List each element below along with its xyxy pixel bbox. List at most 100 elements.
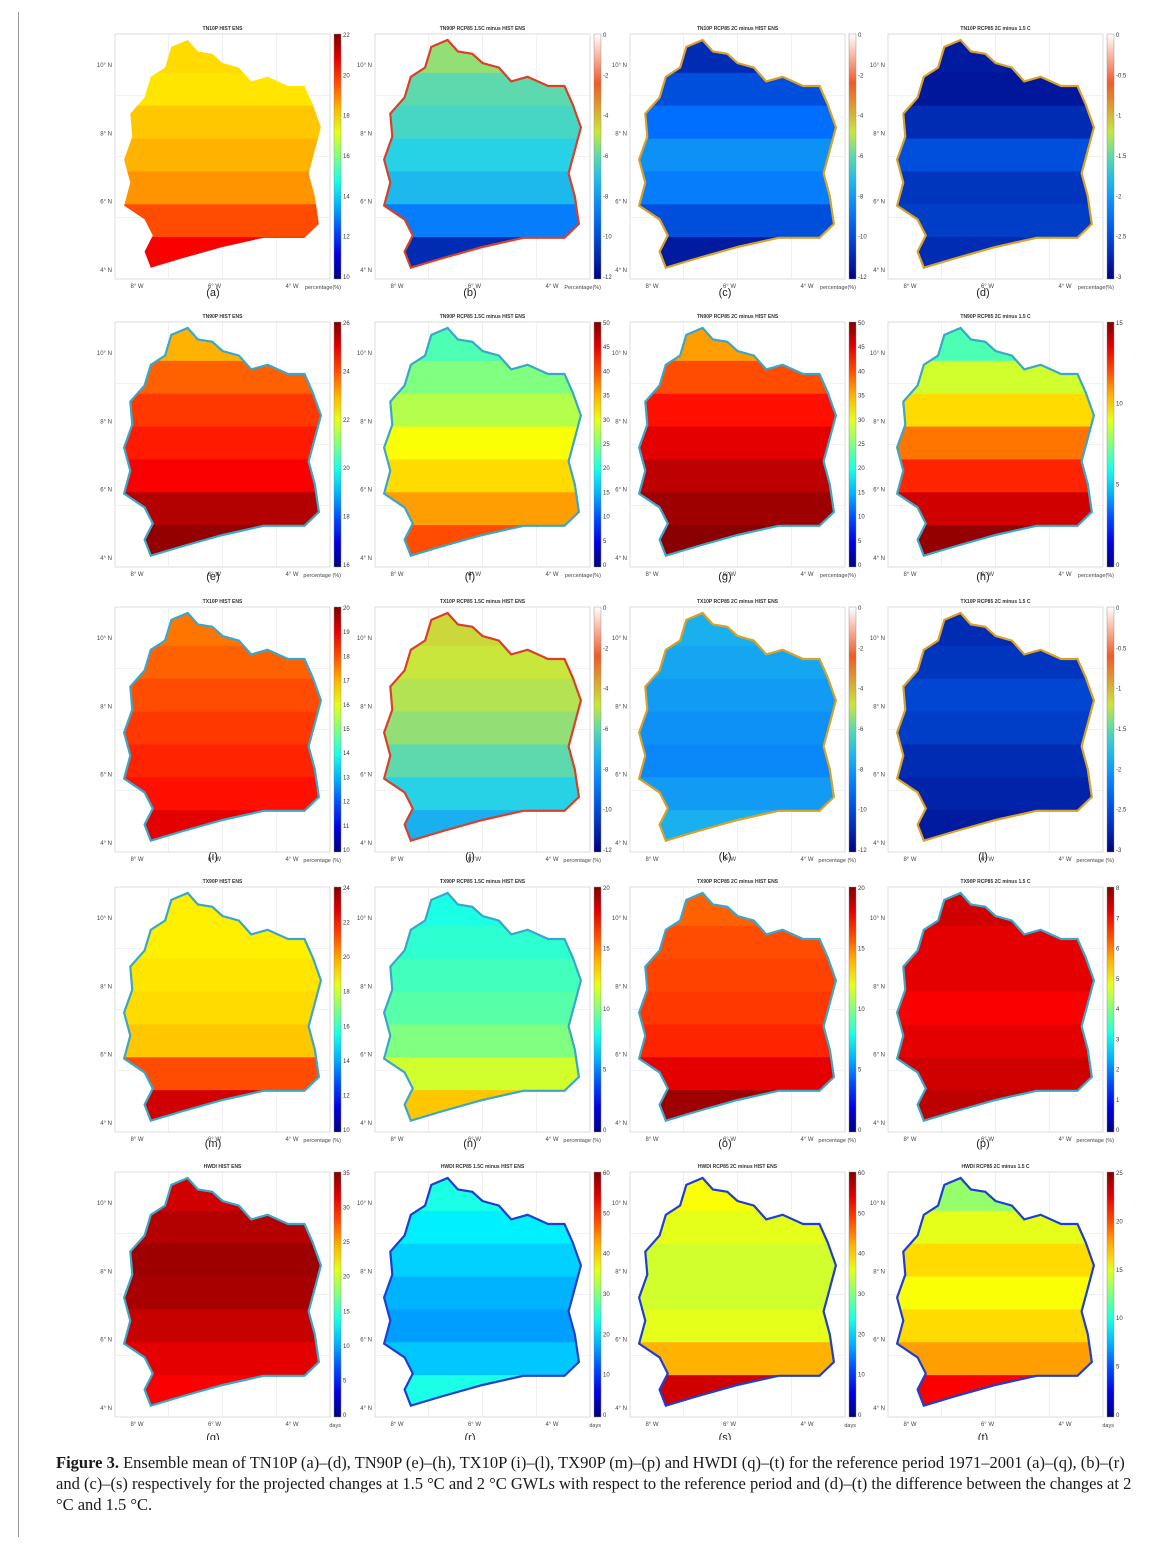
colorbar-tick-label: -1 — [1116, 687, 1122, 693]
map-band — [639, 777, 836, 812]
figure-panels: TN10P HIST ENS 10° N 8° N 6° N 4° N 8° W 6° W 4… — [97, 26, 1127, 1440]
lon-tick-label: 4° W — [545, 1422, 558, 1428]
lon-tick-label: 8° W — [645, 857, 658, 863]
lat-tick-label: 10° N — [870, 636, 885, 642]
panel-letter: (a) — [206, 287, 219, 299]
colorbar-unit: percentage (%) — [563, 1138, 601, 1144]
colorbar-tick-label: 12 — [343, 1093, 350, 1099]
colorbar-tick-label: 20 — [603, 466, 610, 472]
lat-tick-label: 6° N — [873, 773, 885, 779]
colorbar-tick-label: 0 — [858, 33, 862, 39]
colorbar-tick-label: 20 — [858, 466, 865, 472]
lon-tick-label: 6° W — [981, 1422, 994, 1428]
colorbar — [848, 321, 857, 568]
map-band — [897, 991, 1094, 1026]
colorbar-tick-label: 11 — [343, 824, 350, 830]
map-band — [124, 744, 321, 779]
colorbar-tick-label: -2 — [603, 73, 609, 79]
colorbar-tick-label: 0 — [603, 1128, 607, 1134]
colorbar-tick-label: 18 — [343, 515, 350, 521]
colorbar-tick-label: 35 — [858, 394, 865, 400]
lat-tick-label: 8° N — [615, 131, 627, 137]
colorbar-tick-label: -2.5 — [1116, 235, 1127, 241]
lat-tick-label: 10° N — [97, 916, 112, 922]
lat-tick-label: 8° N — [100, 419, 112, 425]
lat-tick-label: 4° N — [100, 556, 112, 562]
map-band — [639, 1024, 836, 1059]
map-band — [384, 1276, 581, 1311]
colorbar-tick-label: 15 — [858, 947, 865, 953]
colorbar-tick-label: 16 — [343, 1024, 350, 1030]
colorbar-tick-label: 18 — [343, 114, 350, 120]
lat-tick-label: 6° N — [615, 1053, 627, 1059]
map-band — [897, 1057, 1094, 1092]
lat-tick-label: 6° N — [360, 1053, 372, 1059]
colorbar-tick-label: 20 — [603, 1332, 610, 1338]
lat-tick-label: 8° N — [360, 984, 372, 990]
panel-title: TX10P RCP85 2C minus HIST ENS — [697, 599, 779, 605]
lon-tick-label: 6° W — [468, 284, 481, 290]
colorbar-tick-label: 22 — [343, 418, 350, 424]
lat-tick-label: 4° N — [873, 556, 885, 562]
lat-tick-label: 10° N — [870, 63, 885, 69]
lon-tick-label: 4° W — [545, 857, 558, 863]
lon-tick-label: 4° W — [1058, 1422, 1071, 1428]
map-band — [639, 1276, 836, 1311]
lat-tick-label: 4° N — [100, 268, 112, 274]
colorbar — [848, 886, 857, 1133]
frame-border — [18, 12, 19, 1537]
lon-tick-label: 4° W — [545, 284, 558, 290]
map-band — [897, 492, 1094, 527]
colorbar-unit: percentage (%) — [1076, 858, 1114, 864]
lon-tick-label: 8° W — [903, 1137, 916, 1143]
panel-letter: (s) — [719, 1432, 732, 1440]
map-band — [897, 138, 1094, 173]
map-band — [124, 711, 321, 746]
colorbar-unit: days — [589, 1423, 601, 1429]
lat-tick-label: 6° N — [100, 773, 112, 779]
map-band — [897, 393, 1094, 428]
colorbar-tick-label: 10 — [343, 848, 350, 854]
colorbar-tick-label: 5 — [603, 539, 607, 545]
lon-tick-label: 6° W — [468, 857, 481, 863]
colorbar-tick-label: -2 — [858, 73, 864, 79]
panel-title: TN10P HIST ENS — [203, 26, 244, 32]
colorbar-tick-label: -10 — [858, 808, 867, 814]
lat-tick-label: 8° N — [100, 1269, 112, 1275]
lat-tick-label: 6° N — [100, 1053, 112, 1059]
map-panel: TX10P RCP85 2C minus 1.5 C 10° N 8° N 6° N 4… — [870, 599, 1127, 864]
lon-tick-label: 4° W — [545, 1137, 558, 1143]
colorbar-tick-label: 15 — [1116, 321, 1123, 327]
map-band — [124, 958, 321, 993]
colorbar-tick-label: 20 — [343, 73, 350, 79]
lat-tick-label: 4° N — [873, 841, 885, 847]
colorbar-tick-label: 24 — [343, 369, 350, 375]
lat-tick-label: 4° N — [360, 268, 372, 274]
colorbar-tick-label: -4 — [603, 114, 609, 120]
colorbar-tick-label: 5 — [1116, 482, 1120, 488]
lat-tick-label: 10° N — [870, 916, 885, 922]
colorbar-tick-label: 50 — [603, 1211, 610, 1217]
colorbar-tick-label: 20 — [858, 886, 865, 892]
colorbar — [333, 1171, 342, 1418]
panel-title: TN10P RCP85 2C minus HIST ENS — [697, 26, 779, 32]
map-band — [639, 1309, 836, 1344]
lon-tick-label: 8° W — [130, 1422, 143, 1428]
colorbar-tick-label: 10 — [858, 515, 865, 521]
map-band — [384, 138, 581, 173]
map-panel: TX10P HIST ENS 10° N 8° N 6° N 4° N 8° W 6° W 4… — [97, 599, 350, 864]
colorbar-tick-label: 0 — [858, 1128, 862, 1134]
colorbar-unit: percentage(%) — [305, 285, 341, 291]
country-border — [122, 611, 323, 843]
lon-tick-label: 4° W — [285, 1422, 298, 1428]
lat-tick-label: 4° N — [100, 841, 112, 847]
map-band — [639, 459, 836, 494]
colorbar-tick-label: 0 — [343, 1413, 347, 1419]
lon-tick-label: 6° W — [723, 1137, 736, 1143]
panel-letter: (i) — [208, 851, 218, 863]
lat-tick-label: 8° N — [615, 984, 627, 990]
lon-tick-label: 8° W — [390, 284, 403, 290]
colorbar — [1106, 606, 1115, 853]
map-band — [639, 393, 836, 428]
colorbar-tick-label: 15 — [603, 490, 610, 496]
